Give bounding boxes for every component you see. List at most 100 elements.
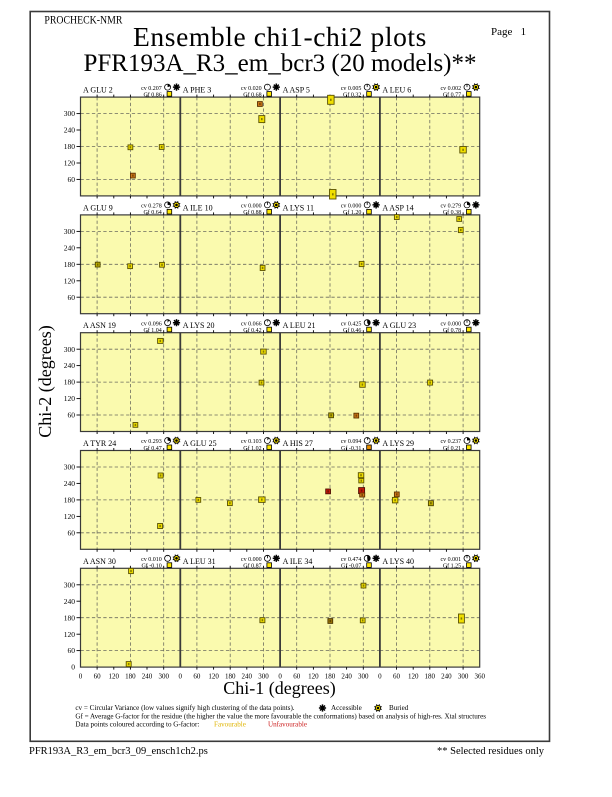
svg-text:60: 60 [293,673,301,681]
svg-text:Gf 1.20: Gf 1.20 [343,209,361,216]
svg-text:300: 300 [158,673,169,681]
svg-text:Chi-2 (degrees): Chi-2 (degrees) [35,325,56,437]
svg-text:240: 240 [64,479,76,488]
svg-text:240: 240 [64,597,76,606]
svg-text:180: 180 [125,673,136,681]
svg-text:A GLU 23: A GLU 23 [382,321,416,330]
svg-text:300: 300 [64,227,76,236]
svg-text:A ASN 30: A ASN 30 [83,557,116,566]
svg-text:Gf -0.31: Gf -0.31 [341,445,361,452]
svg-text:PROCHECK-NMR: PROCHECK-NMR [44,13,122,27]
svg-text:Favourable: Favourable [214,720,246,728]
svg-text:A ILE 34: A ILE 34 [283,557,313,566]
svg-text:Gf 0.87: Gf 0.87 [243,563,261,570]
svg-text:Gf 0.47: Gf 0.47 [143,445,161,452]
svg-text:240: 240 [64,243,76,252]
svg-text:Gf 0.78: Gf 0.78 [443,327,461,334]
svg-text:** Selected residues only: ** Selected residues only [437,746,545,757]
svg-text:A GLU 25: A GLU 25 [183,439,217,448]
svg-text:cv 0.237: cv 0.237 [441,439,462,445]
svg-text:Gf -0.07: Gf -0.07 [341,563,361,570]
svg-text:60: 60 [68,528,76,537]
svg-text:cv 0.002: cv 0.002 [441,86,462,92]
svg-text:A ASP 5: A ASP 5 [283,86,310,95]
svg-text:300: 300 [64,345,76,354]
svg-text:Gf 1.02: Gf 1.02 [243,445,261,452]
svg-text:Data points coloured according: Data points coloured according to G-fact… [75,720,199,728]
svg-text:180: 180 [64,378,76,387]
svg-text:A ILE 10: A ILE 10 [183,203,213,212]
svg-text:Ensemble chi1-chi2 plots: Ensemble chi1-chi2 plots [133,21,427,52]
svg-text:180: 180 [64,142,76,151]
svg-text:A LEU 6: A LEU 6 [382,86,411,95]
svg-text:0: 0 [278,673,282,681]
svg-text:Gf 0.86: Gf 0.86 [143,91,161,98]
svg-text:120: 120 [64,276,76,285]
svg-text:0: 0 [378,673,382,681]
svg-text:Gf 0.21: Gf 0.21 [443,445,461,452]
svg-text:Gf 1.25: Gf 1.25 [443,563,461,570]
svg-text:cv 0.096: cv 0.096 [141,321,162,327]
svg-text:60: 60 [94,673,102,681]
svg-text:0: 0 [71,663,75,672]
svg-text:Gf 0.68: Gf 0.68 [243,91,261,98]
svg-text:A GLU 2: A GLU 2 [83,86,113,95]
svg-text:cv 0.000: cv 0.000 [241,204,262,210]
svg-text:360: 360 [474,673,485,681]
svg-text:180: 180 [64,260,76,269]
svg-text:cv 0.103: cv 0.103 [241,439,262,445]
svg-text:60: 60 [68,646,76,655]
svg-text:60: 60 [68,411,76,420]
svg-text:180: 180 [325,673,336,681]
svg-text:cv 0.000: cv 0.000 [241,557,262,563]
svg-text:Gf 0.64: Gf 0.64 [143,209,161,216]
svg-text:PFR193A_R3_em_bcr3_09_ensch1ch: PFR193A_R3_em_bcr3_09_ensch1ch2.ps [29,746,208,757]
svg-text:cv 0.094: cv 0.094 [341,439,362,445]
svg-text:A GLU 9: A GLU 9 [83,203,113,212]
svg-text:120: 120 [64,630,76,639]
svg-text:120: 120 [308,673,319,681]
svg-text:60: 60 [68,293,76,302]
svg-text:60: 60 [193,673,201,681]
svg-text:0: 0 [79,673,83,681]
svg-text:Gf 0.32: Gf 0.32 [343,91,361,98]
svg-text:Gf = Average G-factor for the: Gf = Average G-factor for the residue (t… [75,713,486,721]
svg-text:cv 0.279: cv 0.279 [441,204,462,210]
svg-text:300: 300 [258,673,269,681]
svg-text:240: 240 [64,126,76,135]
svg-text:180: 180 [64,613,76,622]
svg-text:Buried: Buried [389,704,409,712]
svg-text:A LYS 20: A LYS 20 [183,321,215,330]
svg-text:cv 0.010: cv 0.010 [141,557,162,563]
svg-text:120: 120 [109,673,120,681]
svg-text:180: 180 [425,673,436,681]
svg-text:240: 240 [441,673,452,681]
svg-text:300: 300 [64,580,76,589]
svg-text:300: 300 [64,463,76,472]
svg-text:cv 0.005: cv 0.005 [341,86,362,92]
svg-text:cv 0.000: cv 0.000 [441,321,462,327]
svg-text:cv 0.000: cv 0.000 [341,204,362,210]
svg-text:Gf 0.88: Gf 0.88 [243,209,261,216]
svg-text:240: 240 [242,673,253,681]
svg-text:Chi-1 (degrees): Chi-1 (degrees) [223,678,335,699]
svg-text:A PHE 3: A PHE 3 [183,86,211,95]
svg-text:cv 0.207: cv 0.207 [141,86,162,92]
svg-text:Page 1: Page 1 [491,26,526,38]
svg-text:PFR193A_R3_em_bcr3 (20 models): PFR193A_R3_em_bcr3 (20 models)** [83,50,476,77]
svg-text:Gf -0.10: Gf -0.10 [141,563,161,570]
svg-text:300: 300 [358,673,369,681]
svg-text:A LYS 11: A LYS 11 [283,203,314,212]
svg-text:A HIS 27: A HIS 27 [283,439,313,448]
svg-text:Gf 0.77: Gf 0.77 [443,91,461,98]
svg-text:cv 0.278: cv 0.278 [141,204,162,210]
svg-text:120: 120 [208,673,219,681]
svg-text:240: 240 [64,361,76,370]
svg-text:A ASP 14: A ASP 14 [382,203,413,212]
svg-text:A LYS 40: A LYS 40 [382,557,414,566]
svg-text:A ASN 19: A ASN 19 [83,321,116,330]
svg-text:Gf 0.42: Gf 0.42 [243,327,261,334]
svg-text:cv 0.474: cv 0.474 [341,557,362,563]
svg-text:cv 0.020: cv 0.020 [241,86,262,92]
svg-text:Gf 0.38: Gf 0.38 [443,209,461,216]
